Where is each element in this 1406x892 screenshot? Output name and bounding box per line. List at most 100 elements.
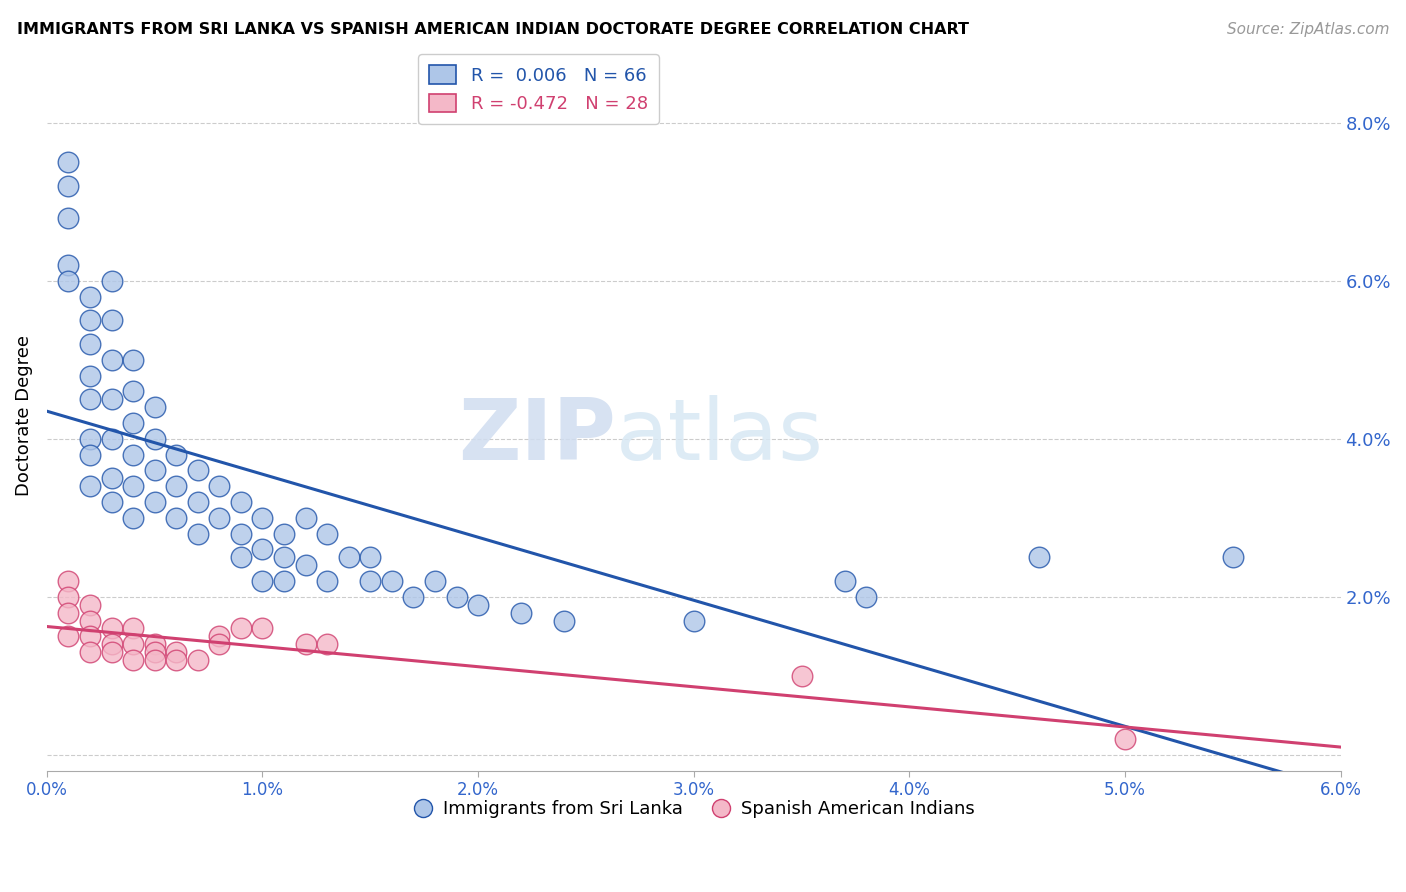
Point (359, 550, 381, 565)
Point (1222, 550, 1244, 565)
Point (100, 274, 122, 288)
Point (1028, 550, 1050, 565)
Point (208, 511, 231, 525)
Point (252, 511, 274, 525)
Point (58, 211, 80, 225)
Point (316, 526, 339, 541)
Point (79, 432, 101, 446)
Point (294, 558, 316, 573)
Point (79, 645, 101, 659)
Point (143, 401, 166, 415)
Point (100, 495, 122, 509)
Point (208, 637, 231, 651)
Point (294, 637, 316, 651)
Point (229, 550, 252, 565)
Point (423, 574, 446, 588)
Point (553, 614, 575, 628)
Point (100, 622, 122, 636)
Point (122, 622, 145, 636)
Point (79, 313, 101, 327)
Point (79, 392, 101, 407)
Point (187, 495, 209, 509)
Point (122, 653, 145, 667)
Point (187, 653, 209, 667)
Point (187, 463, 209, 477)
Legend: Immigrants from Sri Lanka, Spanish American Indians: Immigrants from Sri Lanka, Spanish Ameri… (405, 793, 981, 826)
Point (229, 526, 252, 541)
Point (252, 542, 274, 557)
Point (273, 526, 295, 541)
Y-axis label: Doctorate Degree: Doctorate Degree (15, 334, 32, 496)
Point (122, 637, 145, 651)
Point (58, 155, 80, 169)
Point (100, 392, 122, 407)
Point (100, 432, 122, 446)
Point (316, 637, 339, 651)
Point (165, 511, 187, 525)
Point (682, 614, 704, 628)
Point (122, 511, 145, 525)
Point (165, 653, 187, 667)
Point (165, 479, 187, 493)
Point (273, 550, 295, 565)
Point (58, 574, 80, 588)
Point (790, 669, 813, 683)
Point (446, 590, 468, 604)
Point (143, 432, 166, 446)
Point (122, 416, 145, 430)
Point (165, 448, 187, 462)
Point (467, 598, 489, 612)
Point (143, 495, 166, 509)
Text: ZIP: ZIP (458, 395, 616, 478)
Point (208, 629, 231, 643)
Point (143, 463, 166, 477)
Text: atlas: atlas (616, 395, 824, 478)
Point (58, 258, 80, 272)
Point (252, 574, 274, 588)
Point (79, 614, 101, 628)
Text: IMMIGRANTS FROM SRI LANKA VS SPANISH AMERICAN INDIAN DOCTORATE DEGREE CORRELATIO: IMMIGRANTS FROM SRI LANKA VS SPANISH AME… (17, 22, 969, 37)
Point (58, 629, 80, 643)
Point (58, 590, 80, 604)
Point (100, 637, 122, 651)
Point (165, 645, 187, 659)
Point (143, 645, 166, 659)
Point (381, 574, 404, 588)
Point (79, 290, 101, 304)
Point (58, 606, 80, 620)
Point (122, 479, 145, 493)
Point (79, 629, 101, 643)
Point (100, 645, 122, 659)
Point (143, 637, 166, 651)
Point (316, 574, 339, 588)
Point (79, 337, 101, 351)
Point (79, 479, 101, 493)
Point (273, 574, 295, 588)
Point (143, 653, 166, 667)
Point (855, 590, 877, 604)
Point (58, 179, 80, 194)
Point (100, 313, 122, 327)
Point (100, 471, 122, 485)
Point (122, 448, 145, 462)
Point (187, 526, 209, 541)
Point (208, 479, 231, 493)
Point (359, 574, 381, 588)
Point (122, 384, 145, 399)
Point (294, 511, 316, 525)
Point (337, 550, 360, 565)
Point (834, 574, 856, 588)
Point (252, 622, 274, 636)
Point (100, 352, 122, 367)
Point (1114, 732, 1136, 747)
Point (79, 368, 101, 383)
Point (510, 606, 533, 620)
Point (122, 352, 145, 367)
Point (58, 274, 80, 288)
Point (229, 622, 252, 636)
Point (79, 448, 101, 462)
Point (229, 495, 252, 509)
Text: Source: ZipAtlas.com: Source: ZipAtlas.com (1226, 22, 1389, 37)
Point (79, 598, 101, 612)
Point (402, 590, 425, 604)
